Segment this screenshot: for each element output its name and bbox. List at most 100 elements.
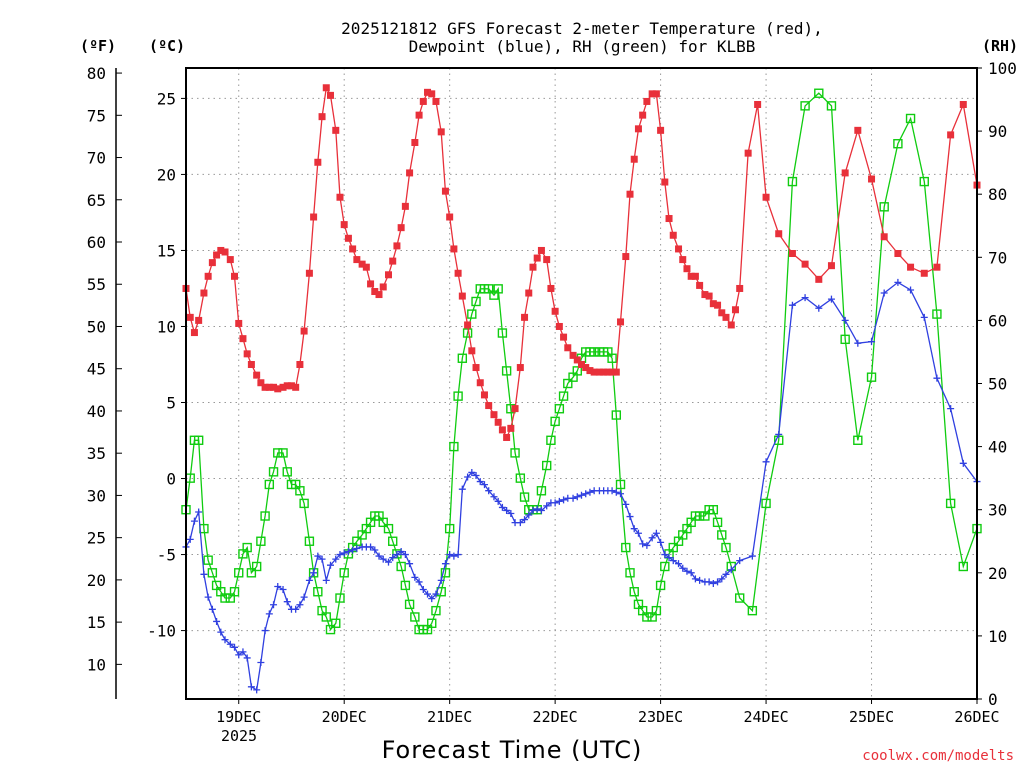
- dewpoint-point: [441, 560, 449, 568]
- temperature-point: [446, 213, 454, 221]
- dewpoint-point: [305, 576, 313, 584]
- dewpoint-point: [208, 605, 216, 613]
- rh-point: [471, 296, 481, 307]
- temperature-point: [652, 90, 660, 98]
- temperature-point: [537, 246, 545, 254]
- temperature-line: [185, 85, 978, 439]
- dewpoint-point: [349, 546, 357, 554]
- dewpoint-point: [827, 295, 835, 303]
- rh-point: [295, 486, 305, 496]
- dewpoint-point: [257, 659, 265, 667]
- fahrenheit-tick-label: 60: [87, 233, 106, 252]
- temperature-series: [182, 84, 981, 441]
- temperature-point: [630, 155, 638, 163]
- temperature-point: [533, 254, 541, 262]
- dewpoint-point: [490, 493, 498, 501]
- dewpoint-point: [630, 525, 638, 533]
- dewpoint-point: [529, 506, 537, 514]
- dewpoint-point: [736, 557, 744, 565]
- rh-point: [536, 486, 547, 496]
- temperature-point: [705, 292, 713, 300]
- temperature-point: [480, 391, 488, 399]
- temperature-point: [305, 269, 313, 277]
- rh-point: [519, 492, 530, 502]
- rh-point: [558, 391, 569, 401]
- temperature-point: [318, 113, 326, 121]
- temperature-point: [661, 178, 669, 186]
- temperature-point: [261, 383, 269, 391]
- dewpoint-point: [894, 278, 902, 286]
- rh-point: [510, 448, 520, 458]
- temperature-point: [582, 364, 590, 372]
- dewpoint-point: [428, 595, 436, 603]
- temperature-point: [397, 224, 405, 232]
- temperature-point: [349, 245, 357, 253]
- dewpoint-point: [353, 544, 361, 552]
- temperature-point: [314, 158, 322, 166]
- rh-point: [339, 568, 349, 578]
- dewpoint-point: [661, 551, 669, 559]
- dewpoint-point: [480, 481, 488, 489]
- rh-point: [453, 391, 463, 401]
- dewpoint-point: [300, 593, 308, 601]
- temperature-point: [344, 234, 352, 242]
- dewpoint-point: [243, 654, 251, 662]
- rh-point: [572, 366, 582, 376]
- fahrenheit-unit-label: (ºF): [80, 37, 116, 55]
- rh-point: [642, 612, 652, 622]
- temperature-point: [300, 327, 308, 335]
- rh-point: [264, 479, 275, 490]
- dewpoint-point: [371, 546, 379, 554]
- fahrenheit-tick-label: 10: [87, 655, 106, 674]
- rh-point: [246, 568, 257, 578]
- dewpoint-point: [375, 552, 383, 560]
- dewpoint-point: [569, 494, 577, 502]
- dewpoint-point: [279, 586, 287, 594]
- dewpoint-point: [310, 569, 318, 577]
- fahrenheit-tick-label: 55: [87, 275, 106, 294]
- rh-point: [234, 568, 244, 578]
- rh-point: [840, 334, 850, 345]
- fahrenheit-tick-label: 30: [87, 486, 106, 505]
- rh-point: [431, 605, 441, 616]
- rh-point: [383, 523, 394, 534]
- dewpoint-point: [322, 576, 330, 584]
- temperature-point: [543, 256, 551, 264]
- x-axis-title: Forecast Time (UTC): [382, 736, 643, 764]
- temperature-point: [358, 260, 366, 268]
- dewpoint-point: [617, 490, 625, 498]
- rh-point: [457, 353, 468, 363]
- rh-point: [444, 523, 455, 534]
- rh-point: [404, 599, 415, 610]
- rh-series: [181, 88, 982, 635]
- plot-frame: [185, 67, 978, 700]
- rh-tick-label: 50: [988, 375, 1007, 394]
- rh-tick-label: 0: [988, 690, 998, 709]
- temperature-point: [441, 187, 449, 195]
- temperature-point: [279, 383, 287, 391]
- temperature-point: [226, 256, 234, 264]
- dewpoint-point: [389, 554, 397, 562]
- dewpoint-point: [722, 570, 730, 578]
- temperature-point: [322, 84, 330, 92]
- rh-point: [879, 202, 889, 212]
- temperature-point: [310, 213, 318, 221]
- rh-point: [800, 101, 810, 111]
- rh-point: [761, 498, 771, 509]
- temperature-point: [762, 193, 770, 201]
- dewpoint-point: [415, 578, 423, 586]
- temperature-point: [744, 149, 752, 157]
- dewpoint-point: [551, 499, 559, 507]
- rh-point: [335, 593, 345, 603]
- temperature-point: [490, 411, 498, 419]
- temperature-point: [375, 291, 383, 299]
- temperature-point: [231, 272, 239, 280]
- rh-point: [589, 347, 599, 357]
- dewpoint-point: [634, 529, 642, 537]
- temperature-point: [213, 251, 221, 259]
- dewpoint-point: [622, 500, 630, 508]
- temperature-point: [679, 256, 687, 264]
- temperature-point: [718, 309, 726, 317]
- rh-point: [260, 511, 270, 521]
- temperature-point: [722, 313, 730, 321]
